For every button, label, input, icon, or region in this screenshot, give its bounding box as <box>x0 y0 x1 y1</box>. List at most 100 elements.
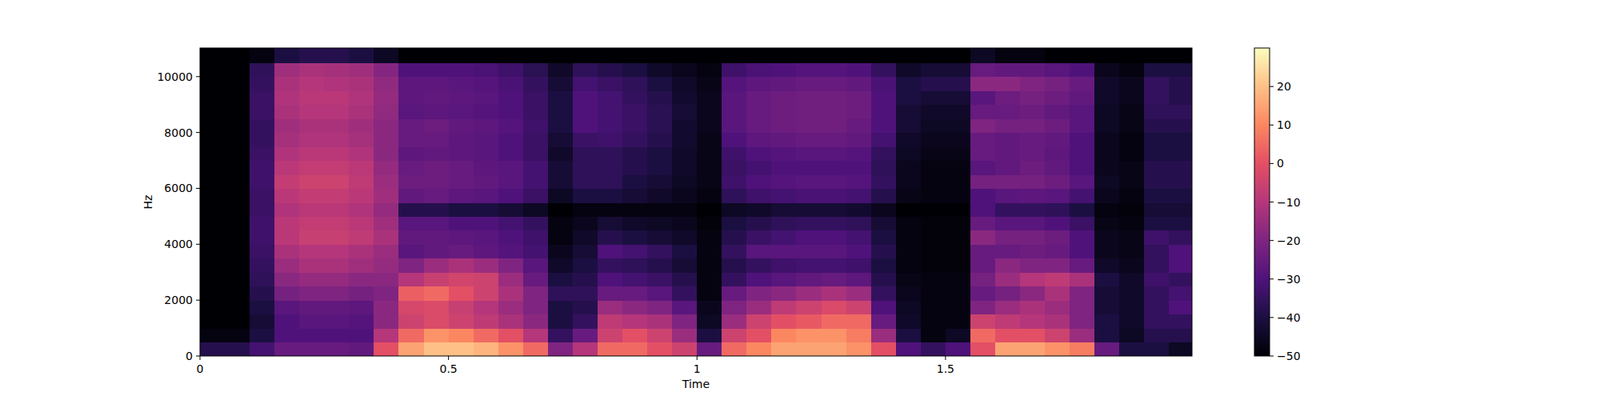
cell <box>473 202 500 217</box>
cell <box>1020 230 1046 245</box>
cell <box>548 62 574 77</box>
cell <box>200 202 226 217</box>
cell <box>299 258 325 273</box>
cell <box>572 160 599 176</box>
cell <box>970 202 996 217</box>
cell <box>498 118 524 133</box>
cell <box>696 76 723 92</box>
cell <box>424 188 450 203</box>
cell <box>696 216 723 231</box>
cell <box>1144 328 1170 343</box>
cell <box>299 342 325 356</box>
cell <box>771 160 797 176</box>
cell <box>523 202 549 217</box>
cell <box>821 328 848 343</box>
cell <box>200 314 226 329</box>
cell <box>796 300 822 315</box>
cell <box>871 76 897 92</box>
cell <box>746 286 772 301</box>
cell <box>249 62 276 77</box>
cell <box>696 132 723 148</box>
cell <box>970 342 996 356</box>
y-tick-label: 2000 <box>164 293 193 307</box>
cell <box>572 342 599 356</box>
cell <box>622 244 648 259</box>
cell <box>746 272 772 287</box>
cell <box>945 76 972 92</box>
cell <box>920 342 947 356</box>
cell <box>1020 76 1046 92</box>
cell <box>771 76 797 92</box>
cell <box>1069 160 1096 176</box>
cell <box>1020 244 1046 259</box>
cell <box>1094 188 1120 203</box>
cell <box>995 188 1021 203</box>
cell <box>920 188 947 203</box>
cell <box>473 258 500 273</box>
cell <box>1094 174 1120 189</box>
cell <box>871 258 897 273</box>
cell <box>324 174 350 189</box>
cell <box>796 258 822 273</box>
cell <box>1044 202 1071 217</box>
cell <box>622 342 648 356</box>
cell <box>398 230 424 245</box>
colorbar-tick <box>1269 356 1274 357</box>
cell <box>1168 230 1192 245</box>
cell <box>696 314 723 329</box>
cell <box>1069 202 1096 217</box>
cell <box>1119 244 1145 259</box>
cell <box>348 174 375 189</box>
cell <box>1144 272 1170 287</box>
cell <box>796 62 822 77</box>
y-tick-label: 10000 <box>156 70 193 84</box>
cell <box>572 328 599 343</box>
cell <box>696 118 723 133</box>
cell <box>846 90 872 105</box>
cell <box>523 132 549 148</box>
cell <box>622 300 648 315</box>
cell <box>1094 328 1120 343</box>
cell <box>249 202 276 217</box>
cell <box>597 342 624 356</box>
cell <box>796 272 822 287</box>
cell <box>1168 216 1192 231</box>
y-tick-label: 0 <box>185 349 193 363</box>
cell <box>1168 342 1192 356</box>
cell <box>945 118 972 133</box>
cell <box>249 342 276 356</box>
cell <box>324 258 350 273</box>
cell <box>771 62 797 77</box>
cell <box>424 48 450 64</box>
cell <box>498 216 524 231</box>
cell <box>871 314 897 329</box>
cell <box>920 328 947 343</box>
cell <box>498 272 524 287</box>
cell <box>1168 76 1192 92</box>
cell <box>1168 244 1192 259</box>
cell <box>348 328 375 343</box>
cell <box>920 146 947 161</box>
cell <box>970 258 996 273</box>
cell <box>523 286 549 301</box>
cell <box>473 300 500 315</box>
cell <box>721 76 748 92</box>
cell <box>424 244 450 259</box>
cell <box>373 132 400 148</box>
cell <box>1069 286 1096 301</box>
cell <box>1020 62 1046 77</box>
cell <box>249 286 276 301</box>
cell <box>473 104 500 120</box>
cell <box>1020 258 1046 273</box>
cell <box>448 258 475 273</box>
cell <box>721 202 748 217</box>
cell <box>796 160 822 176</box>
cell <box>424 104 450 120</box>
cell <box>274 118 300 133</box>
cell <box>896 230 922 245</box>
cell <box>1168 314 1192 329</box>
cell <box>945 314 972 329</box>
cell <box>696 300 723 315</box>
cell <box>448 90 475 105</box>
cell <box>1069 216 1096 231</box>
